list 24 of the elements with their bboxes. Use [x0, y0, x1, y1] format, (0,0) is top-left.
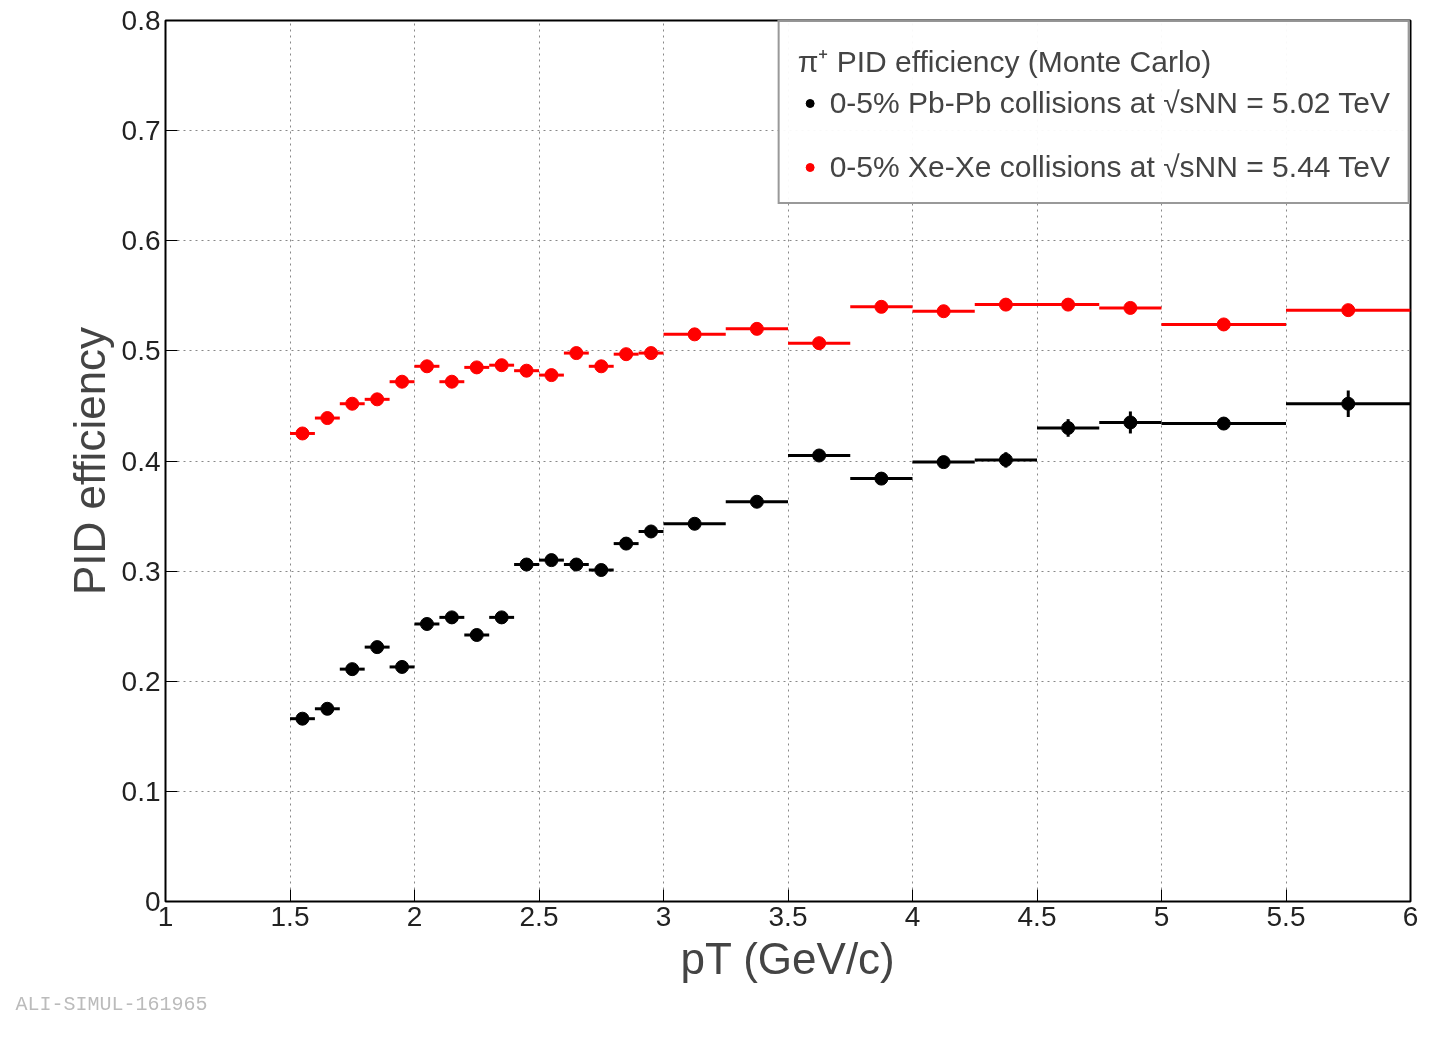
- y-tick-label: 0.2: [121, 665, 161, 697]
- legend-label: 0-5% Xe-Xe collisions at √sNN = 5.44 TeV: [829, 150, 1390, 184]
- x-tick-label: 5: [1153, 900, 1170, 932]
- y-tick-label: 0.4: [121, 445, 161, 477]
- y-tick-label: 0.3: [121, 555, 161, 587]
- x-tick-label: 1.5: [270, 900, 310, 932]
- y-tick-label: 0.6: [121, 225, 161, 257]
- x-tick-label: 5.5: [1266, 900, 1306, 932]
- legend-title: π⁺ PID efficiency (Monte Carlo): [797, 44, 1213, 80]
- x-tick-label: 3.5: [768, 900, 808, 932]
- y-tick-label: 0.7: [121, 115, 161, 147]
- x-tick-label: 6: [1402, 900, 1419, 932]
- y-axis-title: PID efficiency: [64, 326, 114, 596]
- y-tick-label: 0.1: [121, 775, 161, 807]
- x-axis-title: pT (GeV/c): [680, 933, 895, 983]
- x-tick-label: 3: [655, 900, 672, 932]
- legend-label: 0-5% Pb-Pb collisions at √sNN = 5.02 TeV: [829, 86, 1390, 120]
- y-tick-label: 0.5: [121, 335, 161, 367]
- x-tick-label: 4: [904, 900, 921, 932]
- x-tick-label: 4.5: [1017, 900, 1057, 932]
- x-tick-label: 2.5: [519, 900, 559, 932]
- x-tick-label: 2: [406, 900, 423, 932]
- y-tick-label: 0.8: [121, 5, 161, 36]
- text: ALI-SIMUL-161965: [15, 992, 208, 1016]
